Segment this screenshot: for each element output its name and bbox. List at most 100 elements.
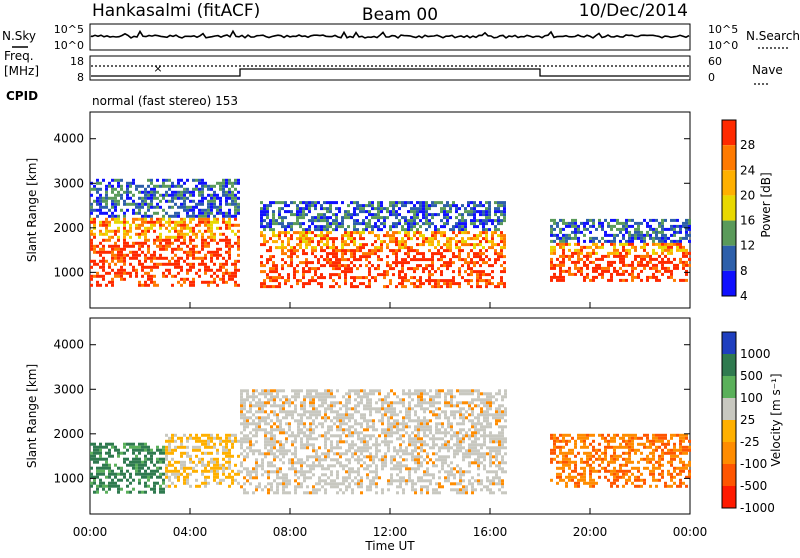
- power-cell: [440, 210, 443, 213]
- power-cell: [446, 264, 449, 267]
- power-cell: [574, 228, 577, 231]
- velocity-cell: [351, 425, 354, 428]
- velocity-cell: [387, 410, 390, 413]
- velocity-cell: [456, 401, 459, 404]
- power-cell: [649, 237, 652, 240]
- velocity-cell: [477, 416, 480, 419]
- velocity-cell: [120, 473, 123, 476]
- power-cell: [559, 243, 562, 246]
- velocity-cell: [246, 392, 249, 395]
- power-cell: [278, 231, 281, 234]
- power-cell: [177, 197, 180, 200]
- velocity-cell: [288, 449, 291, 452]
- power-cell: [213, 263, 216, 266]
- velocity-cell: [402, 434, 405, 437]
- velocity-cell: [159, 458, 162, 461]
- power-cell: [111, 215, 114, 218]
- power-cell: [207, 215, 210, 218]
- velocity-cell: [252, 413, 255, 416]
- velocity-cell: [105, 458, 108, 461]
- power-cell: [574, 252, 577, 255]
- power-cell: [156, 266, 159, 269]
- velocity-cell: [393, 413, 396, 416]
- power-cell: [347, 264, 350, 267]
- power-cell: [673, 264, 676, 267]
- power-cell: [479, 243, 482, 246]
- power-cell: [135, 218, 138, 221]
- velocity-cell: [243, 416, 246, 419]
- power-cell: [159, 239, 162, 242]
- velocity-cell: [261, 464, 264, 467]
- power-cell: [278, 234, 281, 237]
- power-cell: [404, 228, 407, 231]
- power-cell: [326, 258, 329, 261]
- power-cell: [559, 270, 562, 273]
- power-cell: [222, 179, 225, 182]
- velocity-cell: [429, 425, 432, 428]
- power-colorbar-tick: 16: [740, 214, 755, 228]
- power-cell: [198, 218, 201, 221]
- velocity-cell: [393, 479, 396, 482]
- power-cell: [260, 225, 263, 228]
- power-cell: [219, 206, 222, 209]
- power-cell: [308, 279, 311, 282]
- power-cell: [263, 282, 266, 285]
- velocity-cell: [282, 416, 285, 419]
- power-cell: [601, 237, 604, 240]
- velocity-cell: [327, 395, 330, 398]
- power-cell: [586, 252, 589, 255]
- power-cell: [290, 234, 293, 237]
- velocity-cell: [396, 395, 399, 398]
- velocity-cell: [453, 449, 456, 452]
- power-cell: [192, 266, 195, 269]
- power-cell: [410, 267, 413, 270]
- velocity-cell: [390, 458, 393, 461]
- power-cell: [186, 179, 189, 182]
- velocity-cell: [324, 398, 327, 401]
- power-cell: [317, 258, 320, 261]
- velocity-cell: [339, 452, 342, 455]
- power-cell: [658, 255, 661, 258]
- velocity-cell: [423, 449, 426, 452]
- power-cell: [177, 248, 180, 251]
- power-cell: [625, 279, 628, 282]
- velocity-cell: [240, 431, 243, 434]
- velocity-cell: [411, 482, 414, 485]
- velocity-cell: [294, 437, 297, 440]
- power-cell: [168, 245, 171, 248]
- power-cell: [431, 237, 434, 240]
- power-cell: [664, 270, 667, 273]
- power-cell: [114, 218, 117, 221]
- power-cell: [305, 231, 308, 234]
- velocity-cell: [243, 458, 246, 461]
- power-cell: [114, 272, 117, 275]
- power-cell: [314, 219, 317, 222]
- power-cell: [135, 212, 138, 215]
- power-cell: [192, 278, 195, 281]
- velocity-cell: [297, 419, 300, 422]
- velocity-cell: [486, 395, 489, 398]
- power-cell: [664, 243, 667, 246]
- velocity-cell: [486, 419, 489, 422]
- freq-label-2: [MHz]: [4, 64, 39, 78]
- velocity-cell: [438, 407, 441, 410]
- power-cell: [404, 234, 407, 237]
- velocity-cell: [246, 416, 249, 419]
- power-cell: [419, 219, 422, 222]
- velocity-cell: [105, 461, 108, 464]
- velocity-cell: [222, 473, 225, 476]
- power-cell: [189, 227, 192, 230]
- velocity-cell: [93, 455, 96, 458]
- velocity-cell: [291, 413, 294, 416]
- power-cell: [437, 285, 440, 288]
- power-cell: [479, 264, 482, 267]
- power-cell: [595, 267, 598, 270]
- power-cell: [228, 188, 231, 191]
- velocity-cell: [375, 443, 378, 446]
- velocity-cell: [219, 443, 222, 446]
- power-cell: [661, 222, 664, 225]
- power-cell: [470, 237, 473, 240]
- velocity-cell: [480, 488, 483, 491]
- power-cell: [395, 204, 398, 207]
- power-cell: [189, 221, 192, 224]
